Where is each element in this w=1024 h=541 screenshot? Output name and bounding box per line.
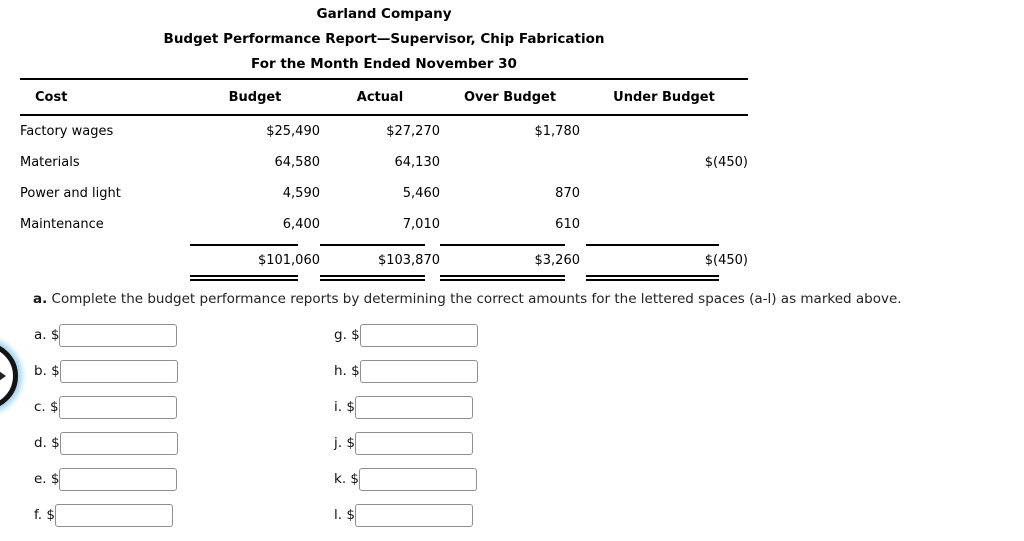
col-header-under-budget: Under Budget: [580, 79, 748, 116]
answer-label-a: a. $: [34, 327, 60, 343]
answer-label-f: f. $: [34, 507, 55, 523]
answer-row-g: g. $: [334, 323, 634, 347]
table-row: Factory wages $25,490 $27,270 $1,780: [20, 115, 748, 147]
subtotal-rule: [440, 240, 580, 248]
grand-total-rule-row: [20, 273, 748, 281]
answer-row-l: l. $: [334, 503, 634, 527]
subtotal-rule: [580, 240, 748, 248]
instruction-body: Complete the budget performance reports …: [51, 291, 902, 307]
cell-actual: 64,130: [394, 155, 441, 170]
subtotal-rule-row: [20, 240, 748, 248]
answer-column-left: a. $ b. $ c. $ d. $ e. $ f. $: [34, 323, 334, 539]
answer-label-l: l. $: [334, 507, 355, 523]
table-row: Materials 64,580 64,130 $(450): [20, 147, 748, 178]
table-row: Maintenance 6,400 7,010 610: [20, 209, 748, 240]
answer-input-a[interactable]: [59, 323, 178, 347]
budget-report: Garland Company Budget Performance Repor…: [20, 0, 748, 281]
cell-budget: 4,590: [282, 186, 320, 201]
cell-under-budget: $(450): [704, 155, 748, 170]
answer-row-j: j. $: [334, 431, 634, 455]
answer-input-e[interactable]: [59, 467, 178, 491]
cell-budget: 6,400: [282, 217, 320, 232]
cell-under-budget: [580, 209, 748, 240]
total-over-budget: $3,260: [534, 253, 581, 268]
cell-cost: [20, 248, 190, 273]
cell-cost: Power and light: [20, 186, 121, 201]
answer-input-i[interactable]: [354, 395, 473, 419]
header-row: Cost Budget Actual Over Budget Under Bud…: [20, 79, 748, 116]
cell-over-budget: [440, 147, 580, 178]
instruction-prefix: a.: [33, 291, 48, 307]
report-title: Budget Performance Report—Supervisor, Ch…: [163, 31, 605, 47]
subtotal-rule: [320, 240, 440, 248]
answer-row-e: e. $: [34, 467, 334, 491]
answer-form: a. $ b. $ c. $ d. $ e. $ f. $ g. $: [34, 323, 1024, 539]
answer-column-right: g. $ h. $ i. $ j. $ k. $ l. $: [334, 323, 634, 539]
report-header: Garland Company Budget Performance Repor…: [20, 2, 748, 77]
total-budget: $101,060: [257, 253, 320, 268]
cell-cost: Factory wages: [20, 124, 114, 139]
answer-input-b[interactable]: [59, 359, 178, 383]
answer-input-f[interactable]: [54, 503, 173, 527]
answer-input-d[interactable]: [59, 431, 178, 455]
subtotal-rule: [190, 240, 320, 248]
answer-row-d: d. $: [34, 431, 334, 455]
answer-label-d: d. $: [34, 435, 60, 451]
answer-row-h: h. $: [334, 359, 634, 383]
answer-input-h[interactable]: [359, 359, 478, 383]
table-row: Power and light 4,590 5,460 870: [20, 178, 748, 209]
answer-row-f: f. $: [34, 503, 334, 527]
double-rule: [320, 273, 440, 281]
report-period: For the Month Ended November 30: [251, 56, 517, 72]
answer-label-h: h. $: [334, 363, 360, 379]
answer-label-e: e. $: [34, 471, 60, 487]
cell-over-budget: 610: [555, 217, 580, 232]
instruction-text: a. Complete the budget performance repor…: [33, 291, 1024, 307]
col-header-budget: Budget: [190, 79, 320, 116]
cell-over-budget: $1,780: [534, 124, 581, 139]
answer-row-c: c. $: [34, 395, 334, 419]
answer-label-g: g. $: [334, 327, 360, 343]
answer-input-j[interactable]: [354, 431, 473, 455]
double-rule: [440, 273, 580, 281]
edge-play-button[interactable]: [0, 342, 18, 410]
play-icon: [0, 371, 6, 381]
answer-label-c: c. $: [34, 399, 59, 415]
spacer-cell: [20, 273, 190, 281]
total-under-budget: $(450): [704, 253, 748, 268]
double-rule: [580, 273, 748, 281]
budget-table: Cost Budget Actual Over Budget Under Bud…: [20, 78, 748, 281]
answer-row-b: b. $: [34, 359, 334, 383]
cell-actual: 7,010: [402, 217, 440, 232]
total-actual: $103,870: [377, 253, 440, 268]
spacer-cell: [20, 240, 190, 248]
col-header-actual: Actual: [320, 79, 440, 116]
cell-under-budget: [580, 178, 748, 209]
answer-label-j: j. $: [334, 435, 355, 451]
cell-cost: Maintenance: [20, 217, 104, 232]
answer-label-k: k. $: [334, 471, 359, 487]
answer-input-k[interactable]: [359, 467, 477, 491]
col-header-cost: Cost: [20, 79, 190, 116]
cell-actual: $27,270: [386, 124, 440, 139]
cell-over-budget: 870: [555, 186, 580, 201]
cell-actual: 5,460: [402, 186, 440, 201]
double-rule: [190, 273, 320, 281]
answer-label-b: b. $: [34, 363, 60, 379]
cell-budget: 64,580: [274, 155, 321, 170]
answer-row-i: i. $: [334, 395, 634, 419]
cell-under-budget: [580, 115, 748, 147]
answer-input-c[interactable]: [58, 395, 177, 419]
answer-input-l[interactable]: [354, 503, 473, 527]
answer-row-k: k. $: [334, 467, 634, 491]
company-name: Garland Company: [316, 6, 452, 22]
answer-label-i: i. $: [334, 399, 355, 415]
col-header-over-budget: Over Budget: [440, 79, 580, 116]
totals-row: $101,060 $103,870 $3,260 $(450): [20, 248, 748, 273]
cell-budget: $25,490: [266, 124, 320, 139]
cell-cost: Materials: [20, 155, 80, 170]
answer-row-a: a. $: [34, 323, 334, 347]
answer-input-g[interactable]: [359, 323, 478, 347]
